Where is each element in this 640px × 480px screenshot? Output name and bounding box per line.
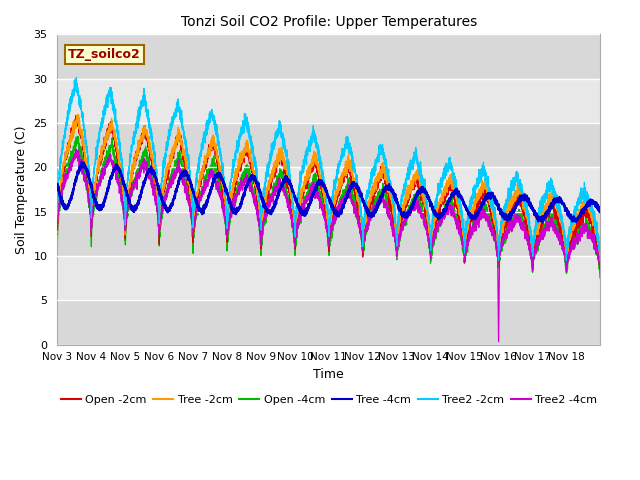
Bar <box>58 123 600 167</box>
Y-axis label: Soil Temperature (C): Soil Temperature (C) <box>15 125 28 253</box>
Bar <box>58 256 600 300</box>
Title: Tonzi Soil CO2 Profile: Upper Temperatures: Tonzi Soil CO2 Profile: Upper Temperatur… <box>180 15 477 29</box>
Bar <box>58 212 600 256</box>
Bar <box>58 79 600 123</box>
Bar <box>58 300 600 345</box>
Bar <box>58 167 600 212</box>
X-axis label: Time: Time <box>314 368 344 381</box>
Legend: Open -2cm, Tree -2cm, Open -4cm, Tree -4cm, Tree2 -2cm, Tree2 -4cm: Open -2cm, Tree -2cm, Open -4cm, Tree -4… <box>56 390 602 409</box>
Bar <box>58 35 600 79</box>
Text: TZ_soilco2: TZ_soilco2 <box>68 48 141 61</box>
